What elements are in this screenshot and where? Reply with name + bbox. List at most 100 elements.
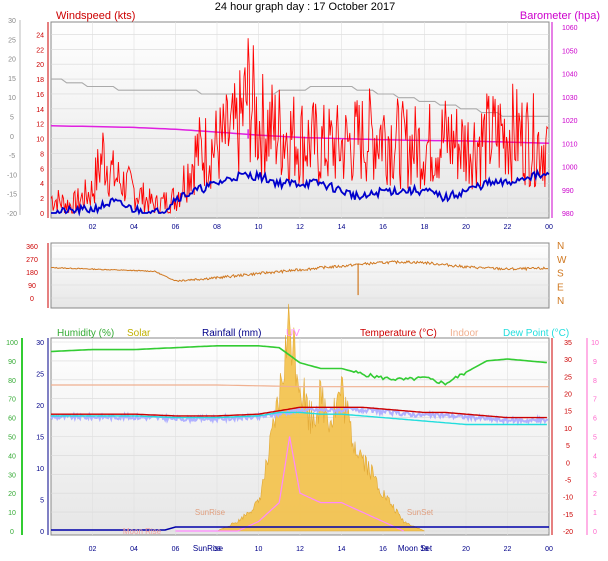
temperature-tick: 0 [566,460,570,467]
humidity-tick: 20 [8,491,16,498]
temperature-line [51,406,547,419]
humidity-tick: 90 [8,359,16,366]
panel-direction-bg [50,242,550,309]
wind-tick-inner: 16 [36,92,44,99]
humidity-tick: 40 [8,453,16,460]
uv-line [175,436,404,532]
wind-xtick: 02 [89,224,97,231]
baro-tick: 1020 [562,118,578,125]
uv-tick: 6 [593,416,597,423]
legend-2: Rainfall (mm) [202,328,261,339]
wind-tick-inner: 20 [36,62,44,69]
humidity-tick: 100 [6,340,18,347]
wind-xtick: 14 [338,224,346,231]
uv-tick: 3 [593,472,597,479]
wind-xtick: 20 [462,224,470,231]
dewpoint-line [51,411,547,426]
humidity-xtick: 04 [130,546,138,553]
baro-tick: 1050 [562,48,578,55]
direction-tick: 270 [26,257,38,264]
wind-tick-inner: 0 [40,211,44,218]
wind-tick-inner: 24 [36,32,44,39]
wind-xtick: 00 [545,224,553,231]
legend-5: Indoor [450,328,479,339]
temperature-tick: 10 [564,426,572,433]
uv-tick: 10 [591,340,599,347]
wind-xtick: 10 [255,224,263,231]
wind-tick-inner: 6 [40,166,44,173]
wind-tick-outer: 10 [8,95,16,102]
legend-3: UV [286,328,300,339]
direction-line [50,259,549,282]
wind-tick-inner: 4 [40,181,44,188]
baro-tick: 1030 [562,95,578,102]
wind-tick-outer: 0 [10,134,14,141]
moon-set-label: Moon Set [398,544,433,553]
indoor-line [51,384,549,388]
rainfall-line [51,526,549,531]
temperature-tick: 25 [564,374,572,381]
wind-tick-inner: 10 [36,137,44,144]
wind-tick-outer: 30 [8,18,16,25]
uv-tick: 5 [593,435,597,442]
direction-tick: 0 [30,296,34,303]
temperature-tick: 15 [564,409,572,416]
rain-tick: 5 [40,498,44,505]
compass-label: N [557,296,564,307]
baro-tick: 1040 [562,72,578,79]
legend-1: Solar [127,328,151,339]
wind-tick-inner: 8 [40,151,44,158]
humidity-tick: 10 [8,510,16,517]
baro-tick: 1060 [562,25,578,32]
wind-tick-outer: -5 [9,153,15,160]
temperature-tick: -20 [563,529,573,536]
humidity-xtick: 18 [421,546,429,553]
wind-tick-inner: 14 [36,107,44,114]
wind-xtick: 12 [296,224,304,231]
humidity-tick: 50 [8,435,16,442]
compass-label: W [557,255,567,266]
uv-tick: 2 [593,491,597,498]
humidity-xtick: 22 [504,546,512,553]
legend-4: Temperature (°C) [360,328,437,339]
rain-tick: 20 [36,403,44,410]
chart-title: 24 hour graph day : 17 October 2017 [215,1,395,13]
rain-tick: 25 [36,372,44,379]
wind-tick-inner: 2 [40,196,44,203]
wind-xtick: 06 [172,224,180,231]
rain-tick: 10 [36,466,44,473]
wind-tick-inner: 12 [36,122,44,129]
humidity-xtick: 06 [172,546,180,553]
wind-xtick: 22 [504,224,512,231]
humidity-line [50,345,547,386]
temperature-tick: -15 [563,512,573,519]
sunrise-axis-label: SunRise [193,544,224,553]
humidity-xtick: 00 [545,546,553,553]
windspeed-line [50,38,549,214]
humidity-xtick: 20 [462,546,470,553]
humidity-tick: 60 [8,416,16,423]
wind-tick-outer: 5 [10,115,14,122]
temperature-tick: 5 [566,443,570,450]
baro-tick: 980 [562,211,574,218]
legend-0: Humidity (%) [57,328,114,339]
direction-tick: 360 [26,244,38,251]
humidity-xtick: 14 [338,546,346,553]
humidity-xtick: 08 [213,546,221,553]
windspeed-label: Windspeed (kts) [56,10,135,22]
uv-tick: 0 [593,529,597,536]
compass-label: E [557,282,564,293]
wind-tick-outer: -20 [7,211,17,218]
temperature-tick: 30 [564,357,572,364]
direction-tick: 90 [28,283,36,290]
humidity-tick: 70 [8,397,16,404]
rain-tick: 15 [36,435,44,442]
wind-xtick: 04 [130,224,138,231]
compass-label: N [557,241,564,252]
wind-xtick: 08 [213,224,221,231]
baro-tick: 990 [562,188,574,195]
baro-tick: 1000 [562,165,578,172]
humidity-xtick: 10 [255,546,263,553]
wind-tick-inner: 22 [36,47,44,54]
